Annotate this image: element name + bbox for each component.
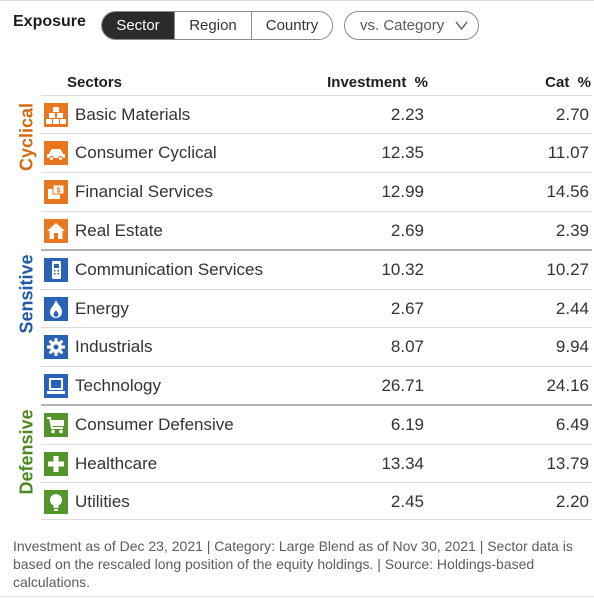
investment-value: 2.45 — [390, 492, 424, 511]
investment-value: 10.32 — [381, 260, 424, 279]
compare-dropdown[interactable]: vs. Category — [344, 11, 479, 40]
gear-icon — [44, 335, 68, 359]
column-header-cat: Cat % — [545, 74, 591, 91]
category-value: 2.20 — [555, 492, 589, 511]
footer-divider — [0, 596, 594, 597]
sector-row-technology: Technology 26.71 24.16 — [41, 366, 592, 404]
category-value: 2.70 — [555, 105, 589, 124]
car-icon — [44, 141, 68, 165]
investment-value: 26.71 — [381, 376, 424, 395]
bulb-icon — [44, 490, 68, 514]
sector-name: Financial Services — [75, 182, 213, 201]
column-header-sectors: Sectors — [67, 74, 123, 91]
category-value: 2.44 — [555, 299, 589, 318]
sector-row-basic-materials: Basic Materials 2.23 2.70 — [41, 95, 592, 133]
view-toggle: Sector Region Country — [101, 11, 333, 40]
sector-row-utilities: Utilities 2.45 2.20 — [41, 482, 592, 520]
sector-name: Technology — [75, 376, 162, 395]
tab-country[interactable]: Country — [251, 12, 332, 39]
sector-row-financial-services: $ Financial Services 12.99 14.56 — [41, 172, 592, 210]
footnote: Investment as of Dec 23, 2021 | Category… — [13, 538, 573, 590]
sector-row-consumer-defensive: Consumer Defensive 6.19 6.49 — [41, 404, 592, 443]
sector-name: Utilities — [75, 492, 130, 511]
sector-row-energy: Energy 2.67 2.44 — [41, 289, 592, 327]
sector-name: Communication Services — [75, 260, 264, 279]
category-value: 9.94 — [555, 337, 589, 356]
category-value: 24.16 — [546, 376, 589, 395]
column-header-investment: Investment % — [327, 74, 428, 91]
category-value: 2.39 — [555, 221, 589, 240]
category-value: 11.07 — [547, 143, 589, 162]
chevron-down-icon — [455, 17, 468, 34]
cross-icon — [44, 452, 68, 476]
tab-sector[interactable]: Sector — [102, 12, 174, 39]
phone-icon — [44, 258, 68, 282]
category-value: 6.49 — [555, 415, 589, 434]
table-bottom-divider — [41, 519, 592, 520]
computer-icon — [44, 374, 68, 398]
sector-row-communication-services: Communication Services 10.32 10.27 — [41, 249, 592, 288]
investment-value: 13.34 — [381, 454, 424, 473]
top-divider — [0, 0, 594, 1]
tab-region[interactable]: Region — [174, 12, 251, 39]
sector-name: Consumer Cyclical — [75, 143, 217, 162]
sector-name: Consumer Defensive — [75, 415, 234, 434]
cart-icon — [44, 413, 68, 437]
sector-name: Industrials — [75, 337, 153, 356]
sector-row-consumer-cyclical: Consumer Cyclical 12.35 11.07 — [41, 133, 592, 171]
svg-text:$: $ — [57, 188, 61, 195]
sector-name: Healthcare — [75, 454, 158, 473]
investment-value: 12.99 — [381, 182, 424, 201]
sector-row-healthcare: Healthcare 13.34 13.79 — [41, 444, 592, 482]
sector-name: Real Estate — [75, 221, 163, 240]
investment-value: 6.19 — [390, 415, 424, 434]
compare-dropdown-label: vs. Category — [360, 17, 445, 34]
money-icon: $ — [44, 180, 68, 204]
sector-row-industrials: Industrials 8.07 9.94 — [41, 327, 592, 365]
sector-name: Basic Materials — [75, 105, 191, 124]
investment-value: 12.35 — [381, 143, 424, 162]
house-icon — [44, 219, 68, 243]
category-value: 13.79 — [546, 454, 589, 473]
sector-name: Energy — [75, 299, 129, 318]
investment-value: 2.67 — [390, 299, 424, 318]
investment-value: 8.07 — [390, 337, 424, 356]
investment-value: 2.23 — [390, 105, 424, 124]
blocks-icon — [44, 103, 68, 127]
category-value: 10.27 — [546, 260, 589, 279]
flame-icon — [44, 297, 68, 321]
sector-row-real-estate: Real Estate 2.69 2.39 — [41, 211, 592, 249]
category-value: 14.56 — [546, 182, 589, 201]
investment-value: 2.69 — [390, 221, 424, 240]
section-title: Exposure — [13, 13, 86, 30]
